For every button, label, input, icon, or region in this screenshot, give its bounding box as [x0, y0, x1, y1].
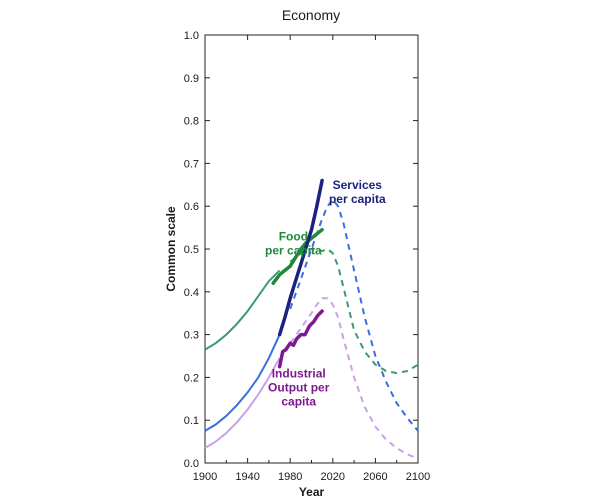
y-tick-label: 0.8 — [184, 116, 199, 128]
services-per-capita-label-line: per capita — [329, 192, 386, 206]
y-axis-label: Common scale — [164, 206, 178, 292]
services-per-capita-model-projection — [289, 198, 419, 432]
y-tick-label: 0.2 — [184, 372, 199, 384]
industrial-output-per-capita-label-line: Output per — [268, 380, 330, 394]
y-tick-label: 0.3 — [184, 330, 199, 342]
y-tick-label: 0.7 — [184, 158, 199, 170]
y-tick-label: 0.5 — [184, 244, 199, 256]
y-tick-label: 1.0 — [184, 30, 199, 42]
services-per-capita-label: Services per capita — [329, 178, 386, 206]
industrial-output-per-capita-label: Industrial Output per capita — [268, 366, 330, 408]
series-layer — [204, 178, 419, 460]
services-per-capita-model-historical — [204, 334, 281, 432]
y-axis: 0.0 0.1 0.2 0.3 0.4 0.5 0.6 0.7 0.8 0.9 1.0 — [184, 30, 418, 470]
food-per-capita-model-historical — [204, 269, 281, 351]
y-tick-label: 0.4 — [184, 287, 199, 299]
x-tick-label: 1980 — [278, 471, 302, 483]
x-tick-label: 2020 — [321, 471, 345, 483]
y-tick-label: 0.6 — [184, 201, 199, 213]
x-axis-label: Year — [299, 485, 325, 499]
y-tick-label: 0.0 — [184, 458, 199, 470]
industrial-output-per-capita-model-projection — [289, 297, 419, 460]
x-tick-label: 2060 — [363, 471, 387, 483]
x-tick-label: 1900 — [193, 471, 217, 483]
x-axis: 1900 1940 1980 2020 2060 2100 — [193, 35, 430, 483]
y-tick-label: 0.9 — [184, 73, 199, 85]
services-per-capita-observed — [277, 178, 324, 337]
food-per-capita-observed — [271, 227, 324, 285]
industrial-output-per-capita-label-line: Industrial — [272, 366, 326, 380]
food-per-capita-label-line: Food — [279, 229, 308, 243]
x-tick-label: 1940 — [235, 471, 259, 483]
industrial-output-per-capita-observed — [277, 309, 324, 369]
x-tick-label: 2100 — [406, 471, 430, 483]
chart-title: Economy — [282, 7, 340, 23]
services-per-capita-label-line: Services — [333, 178, 383, 192]
industrial-output-per-capita-model-historical — [204, 357, 281, 449]
industrial-output-per-capita-label-line: capita — [281, 394, 316, 408]
food-per-capita-label: Food per capita — [265, 229, 322, 257]
food-per-capita-label-line: per capita — [265, 243, 322, 257]
y-tick-label: 0.1 — [184, 415, 199, 427]
